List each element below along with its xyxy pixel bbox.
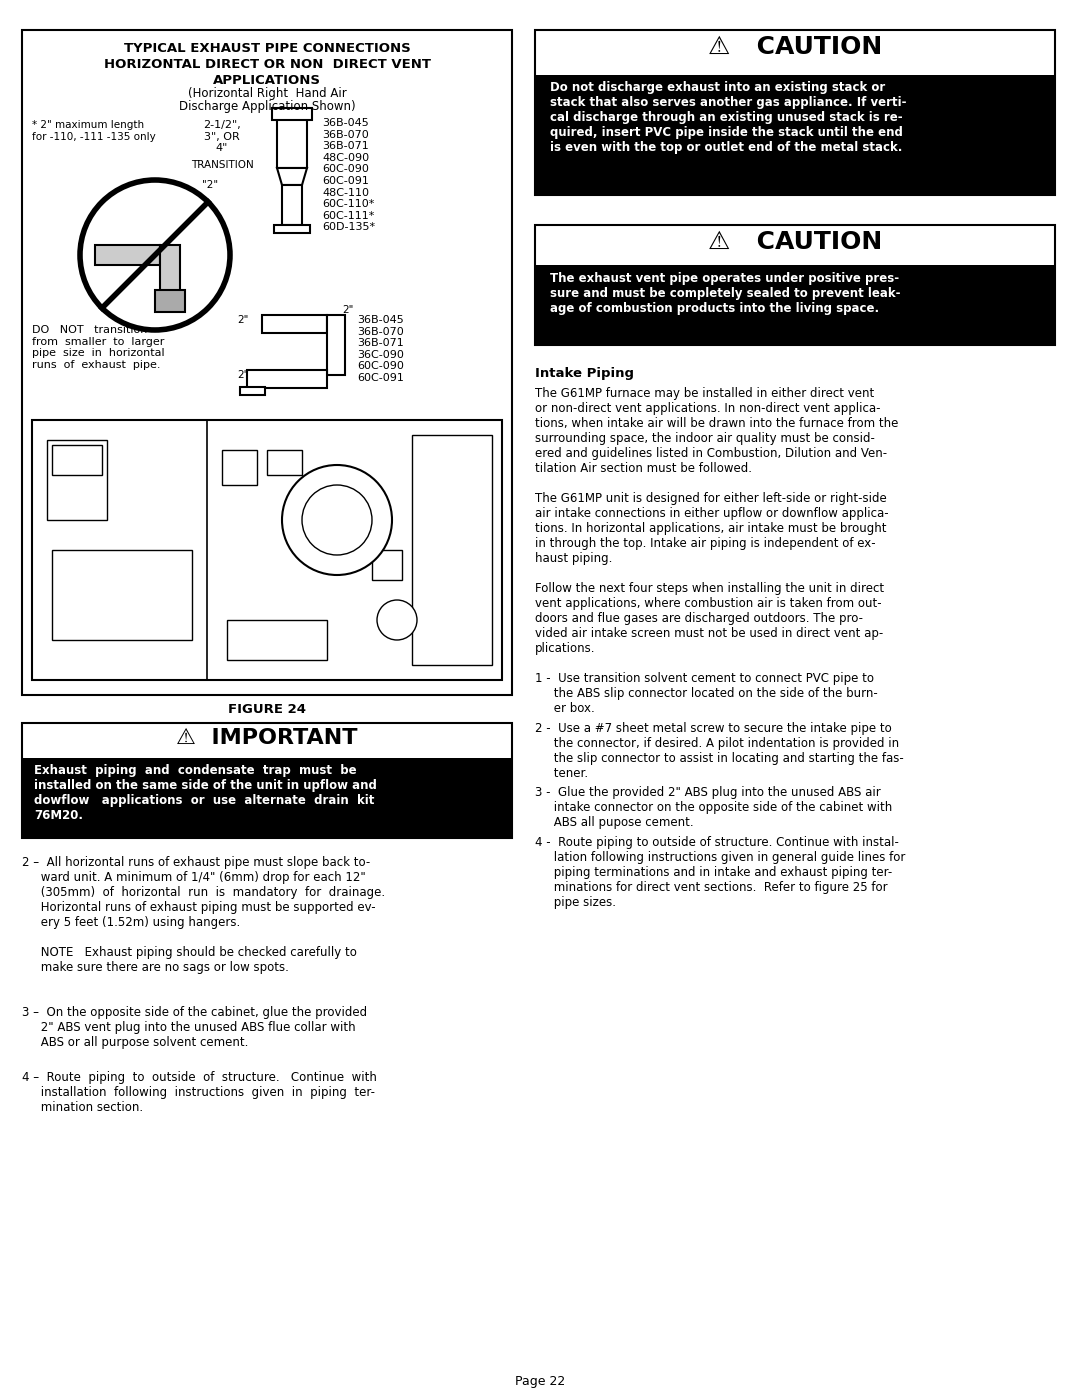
Bar — [22, 29, 512, 694]
Bar — [95, 244, 160, 265]
Text: ⚠   CAUTION: ⚠ CAUTION — [707, 35, 882, 59]
Bar — [22, 724, 512, 838]
Bar — [247, 370, 327, 388]
Text: 36B-045
36B-070
36B-071
48C-090
60C-090
60C-091
48C-110
60C-110*
60C-111*
60D-13: 36B-045 36B-070 36B-071 48C-090 60C-090 … — [322, 117, 375, 232]
Text: 2": 2" — [342, 305, 353, 314]
Bar — [535, 29, 1055, 196]
Polygon shape — [272, 108, 312, 120]
Bar — [282, 184, 302, 225]
Text: * 2" maximum length
for -110, -111 -135 only: * 2" maximum length for -110, -111 -135 … — [32, 120, 156, 141]
Bar — [160, 244, 180, 295]
Text: Discharge Application Shown): Discharge Application Shown) — [178, 101, 355, 113]
Text: 4 –  Route  piping  to  outside  of  structure.   Continue  with
     installati: 4 – Route piping to outside of structure… — [22, 1071, 377, 1113]
Bar — [267, 450, 302, 475]
Text: 36B-045
36B-070
36B-071
36C-090
60C-090
60C-091: 36B-045 36B-070 36B-071 36C-090 60C-090 … — [357, 314, 404, 383]
Text: 2-1/2",
3", OR
4": 2-1/2", 3", OR 4" — [203, 120, 241, 154]
Text: HORIZONTAL DIRECT OR NON  DIRECT VENT: HORIZONTAL DIRECT OR NON DIRECT VENT — [104, 59, 431, 71]
Text: Intake Piping: Intake Piping — [535, 367, 634, 380]
Text: 2": 2" — [237, 314, 248, 326]
Polygon shape — [276, 168, 307, 184]
Circle shape — [80, 180, 230, 330]
Text: DO   NOT   transition
from  smaller  to  larger
pipe  size  in  horizontal
runs : DO NOT transition from smaller to larger… — [32, 326, 164, 370]
Bar — [274, 225, 310, 233]
Text: Follow the next four steps when installing the unit in direct
vent applications,: Follow the next four steps when installi… — [535, 583, 885, 655]
Bar — [535, 265, 1055, 345]
Bar — [52, 446, 102, 475]
Text: ⚠  IMPORTANT: ⚠ IMPORTANT — [176, 728, 357, 747]
Bar — [52, 550, 192, 640]
Bar — [535, 225, 1055, 345]
Text: 2": 2" — [237, 370, 248, 380]
Text: 2 –  All horizontal runs of exhaust pipe must slope back to-
     ward unit. A m: 2 – All horizontal runs of exhaust pipe … — [22, 856, 386, 974]
Text: 1 -  Use transition solvent cement to connect PVC pipe to
     the ABS slip conn: 1 - Use transition solvent cement to con… — [535, 672, 878, 715]
Text: 2 -  Use a #7 sheet metal screw to secure the intake pipe to
     the connector,: 2 - Use a #7 sheet metal screw to secure… — [535, 722, 904, 780]
Bar — [535, 75, 1055, 196]
Bar — [372, 550, 402, 580]
Text: Do not discharge exhaust into an existing stack or
stack that also serves anothe: Do not discharge exhaust into an existin… — [550, 81, 906, 154]
Bar — [22, 759, 512, 838]
Bar — [227, 620, 327, 659]
Text: ⚠   CAUTION: ⚠ CAUTION — [707, 231, 882, 254]
Bar — [32, 420, 502, 680]
Text: "2": "2" — [202, 180, 218, 190]
Text: FIGURE 24: FIGURE 24 — [228, 703, 306, 717]
Circle shape — [377, 599, 417, 640]
Text: (Horizontal Right  Hand Air: (Horizontal Right Hand Air — [188, 87, 347, 101]
Bar — [411, 434, 492, 665]
Text: APPLICATIONS: APPLICATIONS — [213, 74, 321, 87]
Text: Page 22: Page 22 — [515, 1375, 565, 1389]
Text: 4 -  Route piping to outside of structure. Continue with instal-
     lation fol: 4 - Route piping to outside of structure… — [535, 835, 905, 909]
Text: The G61MP unit is designed for either left-side or right-side
air intake connect: The G61MP unit is designed for either le… — [535, 492, 889, 564]
Circle shape — [302, 485, 372, 555]
Text: TYPICAL EXHAUST PIPE CONNECTIONS: TYPICAL EXHAUST PIPE CONNECTIONS — [123, 42, 410, 54]
Bar — [48, 440, 107, 520]
Bar — [156, 291, 185, 312]
Text: The G61MP furnace may be installed in either direct vent
or non-direct vent appl: The G61MP furnace may be installed in ei… — [535, 387, 899, 475]
Text: The exhaust vent pipe operates under positive pres-
sure and must be completely : The exhaust vent pipe operates under pos… — [550, 272, 901, 314]
Bar — [276, 117, 307, 168]
Text: 3 –  On the opposite side of the cabinet, glue the provided
     2" ABS vent plu: 3 – On the opposite side of the cabinet,… — [22, 1006, 367, 1049]
Text: 3 -  Glue the provided 2" ABS plug into the unused ABS air
     intake connector: 3 - Glue the provided 2" ABS plug into t… — [535, 787, 892, 828]
Text: Exhaust  piping  and  condensate  trap  must  be
installed on the same side of t: Exhaust piping and condensate trap must … — [33, 764, 377, 821]
Text: TRANSITION: TRANSITION — [191, 161, 254, 170]
Bar — [327, 314, 345, 374]
Circle shape — [282, 465, 392, 576]
Bar — [222, 450, 257, 485]
Bar — [240, 387, 265, 395]
Bar — [262, 314, 327, 332]
